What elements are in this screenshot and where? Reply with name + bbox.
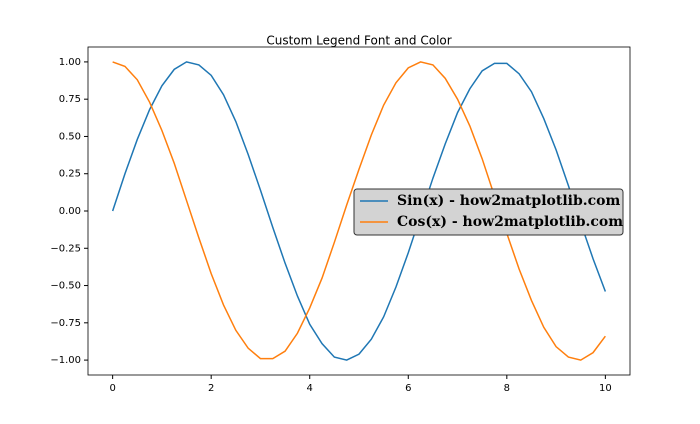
y-tick-label: −0.25 — [50, 243, 81, 254]
legend-label: Cos(x) - how2matplotlib.com — [397, 214, 623, 230]
y-tick-label: 1.00 — [59, 57, 81, 68]
y-tick-label: −0.50 — [50, 281, 81, 292]
series-line — [112, 61, 606, 361]
chart-title: Custom Legend Font and Color — [266, 34, 451, 48]
x-tick-label: 6 — [405, 383, 411, 394]
x-tick-label: 4 — [307, 383, 313, 394]
y-tick-label: −0.75 — [50, 318, 81, 329]
y-tick-label: 0.50 — [59, 131, 81, 142]
y-tick-label: 0.00 — [59, 206, 81, 217]
series-line — [111, 61, 607, 361]
x-tick-label: 0 — [109, 383, 115, 394]
y-tick-label: 0.25 — [59, 169, 81, 180]
legend-box — [353, 188, 624, 236]
legend-label: Sin(x) - how2matplotlib.com — [397, 193, 620, 209]
y-tick-label: −1.00 — [50, 355, 81, 366]
x-tick-label: 10 — [599, 383, 612, 394]
x-tick-label: 2 — [208, 383, 214, 394]
y-tick-label: 0.75 — [59, 94, 81, 105]
x-tick-label: 8 — [504, 383, 510, 394]
